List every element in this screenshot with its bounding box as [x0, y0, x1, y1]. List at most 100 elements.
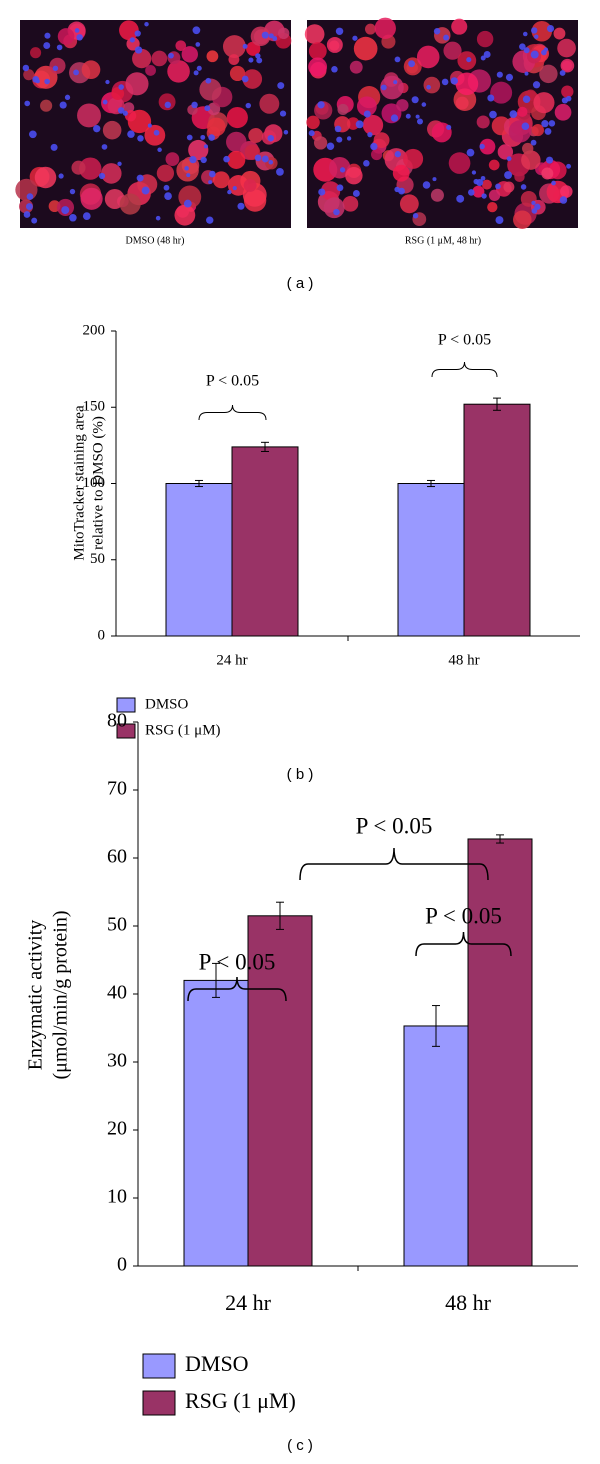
cell: [119, 193, 141, 215]
y-tick-label: 10: [107, 1186, 127, 1208]
nucleus: [398, 187, 405, 195]
nucleus: [561, 97, 569, 104]
nucleus: [317, 101, 325, 109]
cell: [167, 60, 190, 83]
cell: [80, 187, 103, 210]
nucleus: [254, 154, 262, 162]
nucleus: [487, 94, 495, 102]
cell: [531, 123, 545, 137]
nucleus: [394, 151, 401, 158]
nucleus: [118, 84, 124, 90]
cell: [374, 17, 396, 39]
nucleus: [22, 64, 30, 72]
nucleus: [339, 167, 346, 173]
cell: [132, 48, 152, 69]
cell: [490, 81, 513, 104]
legend-swatch: [142, 1353, 176, 1379]
nucleus: [268, 159, 274, 165]
cell: [15, 178, 38, 201]
nucleus: [26, 193, 34, 200]
cell: [539, 64, 558, 84]
legend-swatch: [116, 723, 136, 739]
nucleus: [422, 181, 431, 189]
cell: [242, 69, 263, 89]
nucleus: [163, 184, 170, 191]
nucleus: [446, 124, 452, 130]
panel-label: ( a ): [287, 275, 314, 292]
cell: [227, 150, 246, 169]
significance-brace: [299, 847, 489, 881]
nucleus: [144, 21, 149, 27]
nucleus: [331, 66, 338, 73]
cell: [392, 164, 410, 182]
nucleus: [541, 120, 549, 128]
legend-label: RSG (1 μM): [145, 722, 221, 738]
y-tick-label: 200: [83, 322, 106, 338]
nucleus: [546, 25, 555, 33]
nucleus: [134, 30, 141, 37]
panel-label: ( c ): [287, 1437, 313, 1454]
cell: [380, 75, 404, 100]
nucleus: [205, 77, 212, 84]
cell: [306, 115, 320, 130]
cell: [476, 30, 494, 48]
nucleus: [489, 110, 497, 119]
nucleus: [168, 52, 174, 59]
nucleus: [261, 155, 269, 163]
nucleus: [559, 196, 568, 204]
cell: [345, 166, 363, 185]
nucleus: [334, 125, 342, 133]
nucleus: [267, 134, 275, 142]
cell: [151, 50, 168, 67]
nucleus: [192, 26, 201, 35]
nucleus: [208, 134, 215, 141]
y-tick-label: 40: [107, 982, 127, 1004]
nucleus: [496, 71, 503, 78]
cell: [443, 41, 462, 60]
cell: [362, 114, 384, 136]
nucleus: [335, 27, 344, 36]
nucleus: [326, 142, 335, 151]
cell: [248, 128, 264, 143]
nucleus: [506, 156, 512, 162]
cell: [259, 93, 280, 114]
nucleus: [531, 200, 536, 206]
nucleus: [102, 99, 108, 105]
nucleus: [136, 174, 144, 182]
nucleus: [122, 110, 128, 116]
cell: [34, 65, 58, 89]
error-bar: [427, 479, 435, 488]
cell: [560, 58, 575, 73]
nucleus: [480, 55, 486, 61]
nucleus: [164, 101, 171, 109]
nucleus: [59, 101, 67, 109]
cell: [451, 18, 468, 35]
significance-brace: [431, 361, 498, 378]
cell: [326, 36, 343, 53]
cell: [227, 175, 249, 196]
nucleus: [105, 79, 110, 85]
nucleus: [450, 77, 458, 85]
nucleus: [69, 188, 76, 195]
x-tick-label: 48 hr: [445, 1290, 492, 1315]
cell: [416, 45, 440, 69]
error-bar: [276, 901, 284, 930]
nucleus: [544, 128, 552, 135]
nucleus: [333, 208, 340, 216]
nucleus: [495, 216, 504, 225]
cell: [403, 148, 424, 169]
cell: [30, 47, 42, 59]
y-tick-label: 100: [83, 475, 106, 491]
nucleus: [206, 216, 214, 224]
nucleus: [101, 144, 108, 150]
nucleus: [268, 33, 274, 39]
cell: [553, 27, 566, 40]
legend-swatch: [142, 1390, 176, 1416]
cell: [521, 150, 541, 170]
cell: [243, 178, 257, 192]
cell: [479, 138, 496, 155]
cell: [328, 156, 351, 179]
cell: [353, 36, 378, 61]
legend-label: RSG (1 μM): [185, 1388, 296, 1413]
cell: [472, 185, 485, 198]
